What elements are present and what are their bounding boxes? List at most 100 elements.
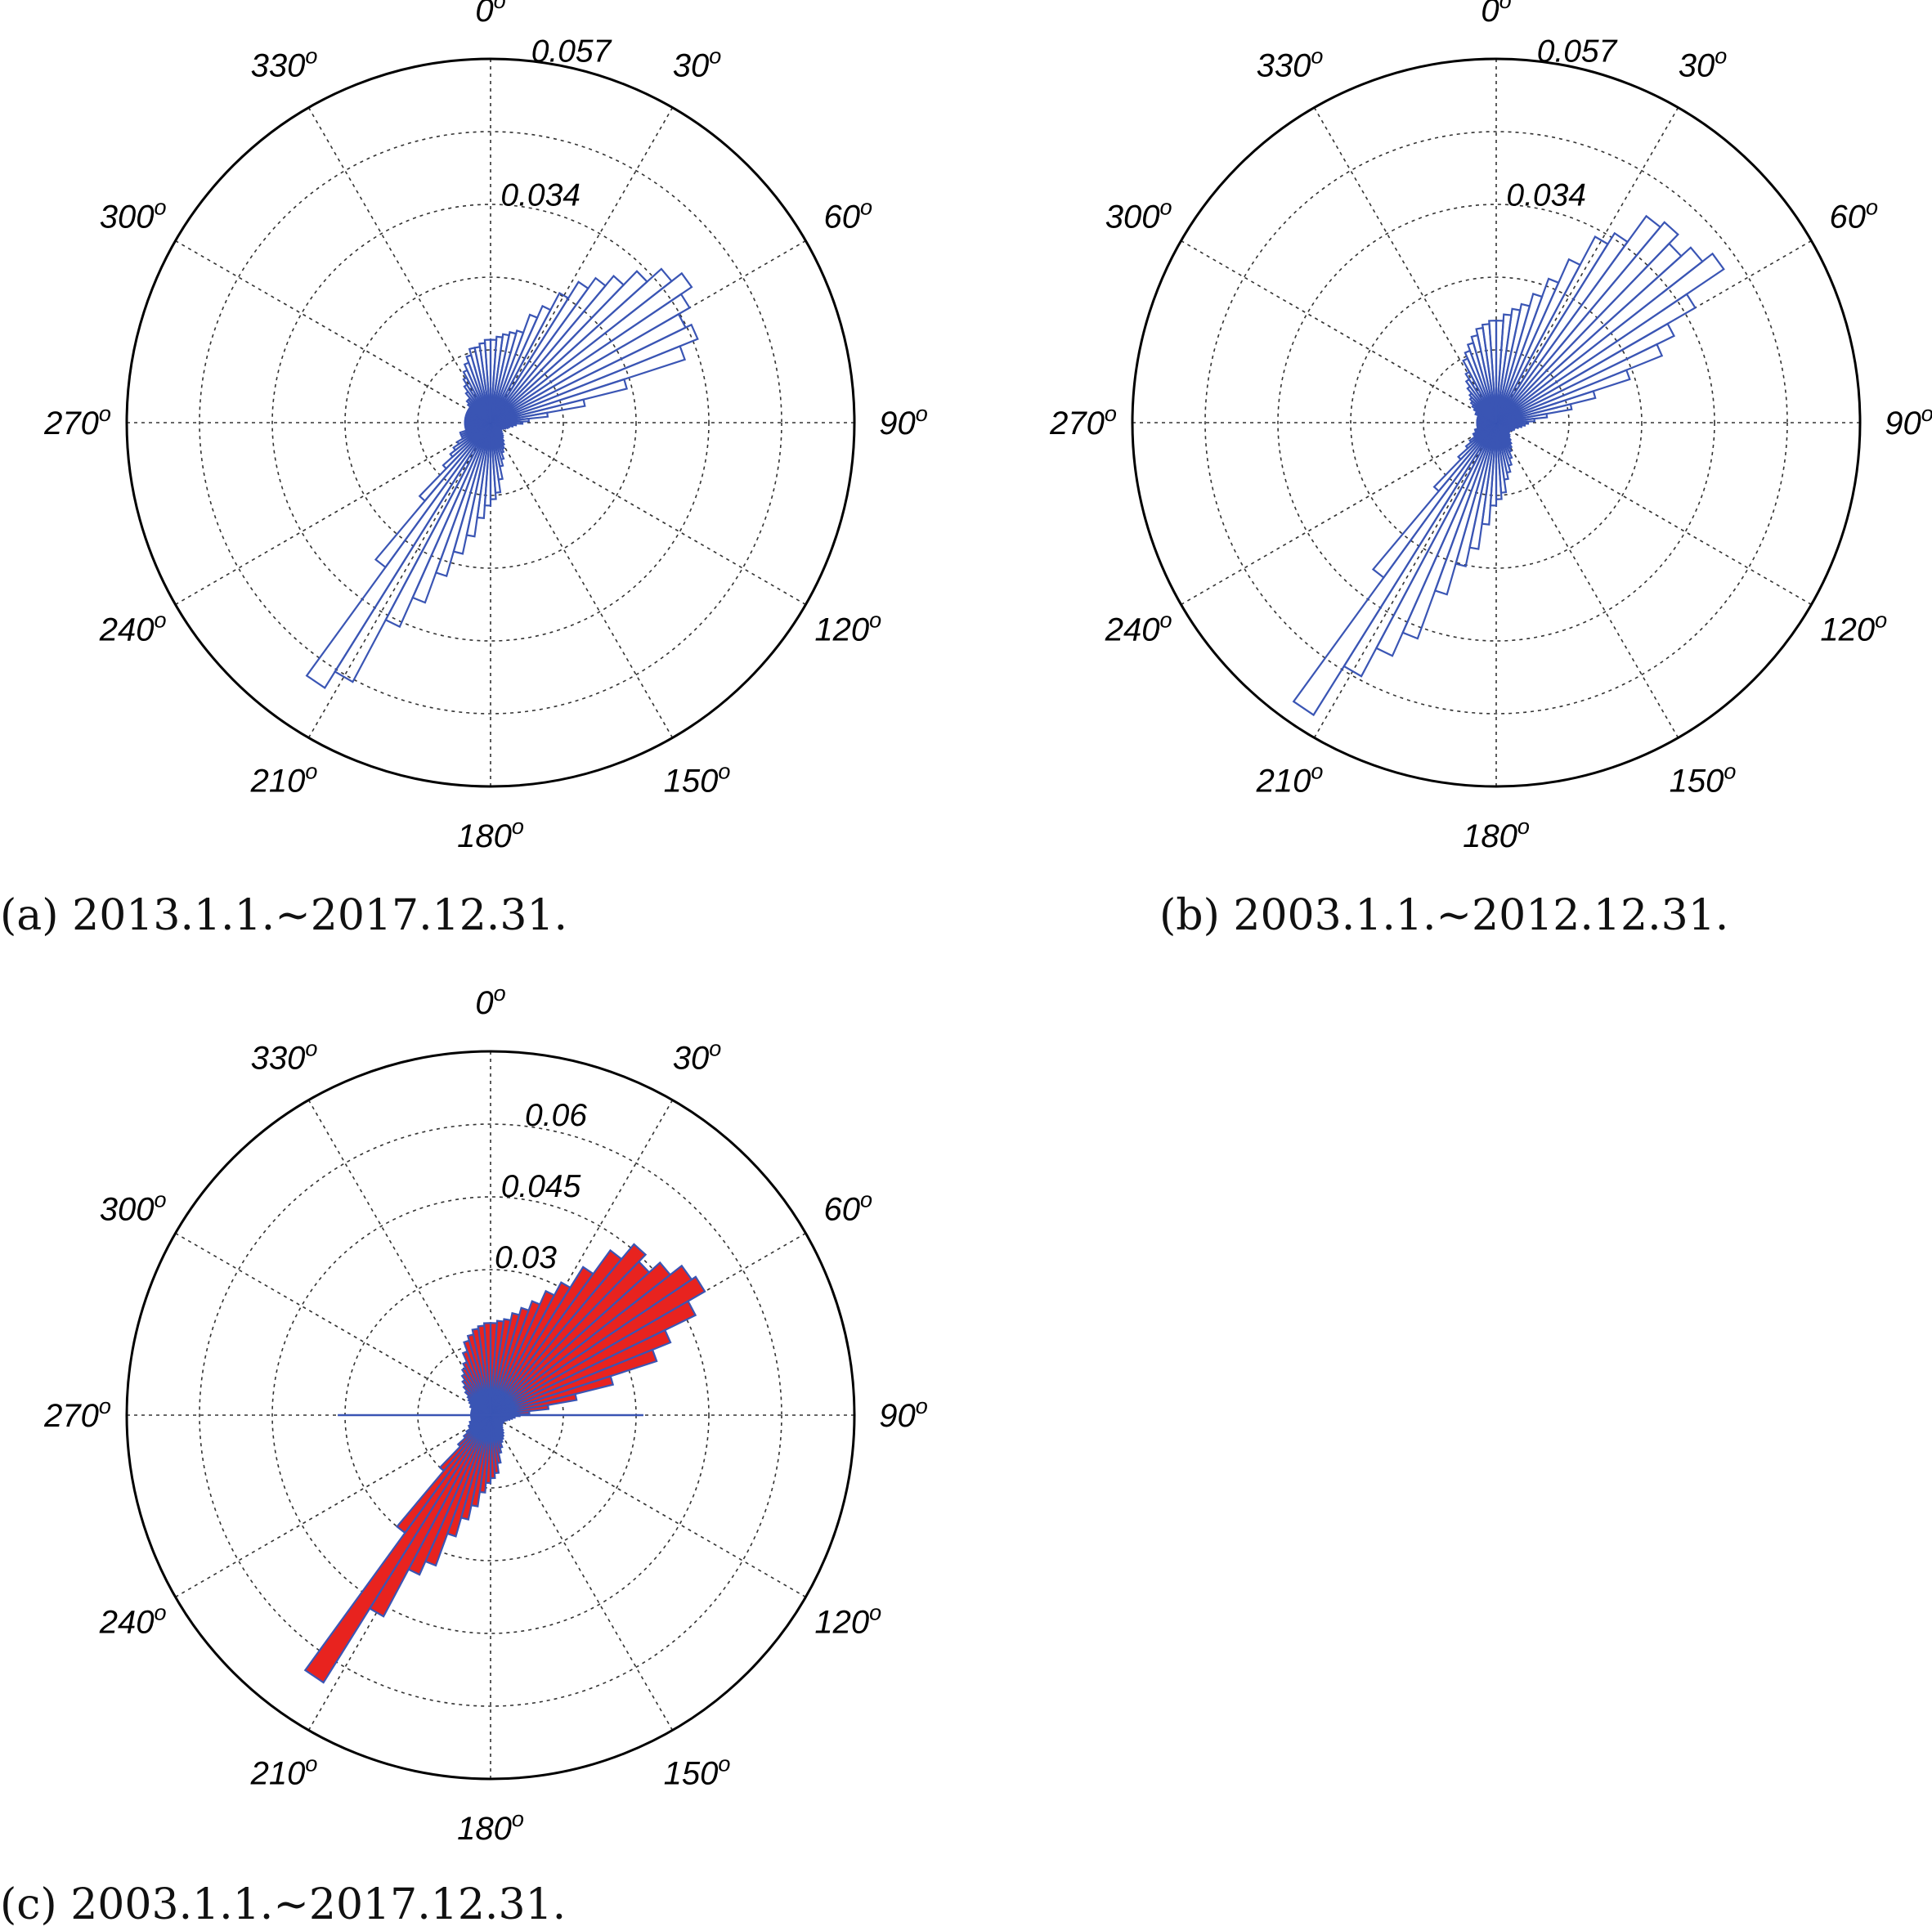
degree-symbol: o <box>494 981 506 1006</box>
degree-symbol: o <box>305 759 317 783</box>
degree-symbol: o <box>1724 759 1736 783</box>
histogram-bars <box>1292 214 1725 717</box>
grid-ring <box>1204 131 1788 715</box>
grid-ring <box>1423 349 1570 496</box>
angle-label: 180o <box>457 1807 524 1847</box>
angle-label: 330o <box>251 1037 318 1077</box>
outer-circle <box>125 1050 856 1781</box>
angle-label: 150o <box>664 1751 731 1791</box>
degree-symbol: o <box>1311 44 1323 69</box>
degree-symbol: o <box>305 1751 317 1776</box>
degree-symbol: o <box>305 1037 317 1061</box>
degree-symbol: o <box>1866 195 1878 220</box>
angle-label: 240o <box>99 1601 167 1641</box>
grid-ring <box>1350 276 1643 569</box>
angle-label: 210o <box>1256 759 1324 799</box>
grid-spoke <box>490 107 674 423</box>
histogram-bar <box>1371 422 1497 580</box>
angle-label: 270o <box>43 401 111 441</box>
radial-tick-label: 0.045 <box>501 1169 581 1204</box>
grid-spoke <box>175 1232 491 1416</box>
degree-symbol: o <box>99 401 111 426</box>
grid-ring <box>417 349 564 496</box>
angle-label: 90o <box>1885 401 1932 441</box>
angle-label: 120o <box>1820 608 1887 648</box>
histogram-bar <box>1488 319 1498 423</box>
grid-spoke <box>1313 107 1497 423</box>
degree-symbol: o <box>305 44 317 69</box>
polar-chart-c: 0o 30o 60o 90o 120o 150o 180o 210o 240o 270o 300o 3… <box>43 981 928 1847</box>
angle-label: 30o <box>673 44 722 84</box>
angle-label: 300o <box>100 1188 167 1228</box>
degree-symbol: o <box>99 1394 111 1418</box>
degree-symbol: o <box>1160 608 1172 633</box>
grid-spoke <box>307 422 491 738</box>
angle-label: 180o <box>1463 814 1530 854</box>
degree-symbol: o <box>718 759 730 783</box>
degree-symbol: o <box>1499 0 1512 13</box>
grid-ring <box>271 1196 710 1634</box>
angle-label: 180o <box>457 814 524 854</box>
angle-label: 30o <box>673 1037 722 1077</box>
degree-symbol: o <box>155 1188 167 1212</box>
grid-spoke <box>307 1100 491 1416</box>
angle-label: 120o <box>814 608 881 648</box>
caption-b: (b) 2003.1.1.~2012.12.31. <box>1159 891 1729 940</box>
degree-symbol: o <box>1160 195 1172 220</box>
histogram-bar <box>1292 422 1497 717</box>
grid-spoke <box>490 422 674 738</box>
radial-tick-label: 0.034 <box>500 177 580 213</box>
angle-label: 0o <box>475 0 505 29</box>
angle-label: 330o <box>251 44 318 84</box>
angle-label: 60o <box>824 195 873 235</box>
angle-label: 90o <box>879 401 928 441</box>
grid-spoke <box>175 1414 491 1598</box>
polar-grid <box>1132 59 1860 786</box>
degree-symbol: o <box>512 1807 524 1831</box>
angle-label: 240o <box>99 608 167 648</box>
grid-spoke <box>1495 422 1812 606</box>
histogram-bar <box>1495 214 1662 423</box>
histogram-bar <box>303 1414 491 1684</box>
histogram-bar <box>305 422 491 689</box>
grid-spoke <box>175 240 491 423</box>
angle-label: 330o <box>1257 44 1324 84</box>
angle-label: 210o <box>250 759 318 799</box>
grid-spoke <box>490 1414 674 1731</box>
degree-symbol: o <box>1875 608 1887 633</box>
histogram-bars <box>303 1243 706 1684</box>
grid-ring <box>271 204 710 642</box>
degree-symbol: o <box>155 608 167 633</box>
grid-spoke <box>1181 422 1497 606</box>
degree-symbol: o <box>155 1601 167 1625</box>
degree-symbol: o <box>1311 759 1323 783</box>
degree-symbol: o <box>869 608 881 633</box>
grid-spoke <box>1495 107 1679 423</box>
degree-symbol: o <box>1517 814 1530 839</box>
histogram-bar <box>490 293 691 423</box>
radial-tick-label: 0.057 <box>1537 34 1618 69</box>
degree-symbol: o <box>860 195 872 220</box>
radial-tick-label: 0.03 <box>495 1240 557 1275</box>
degree-symbol: o <box>155 195 167 220</box>
degree-symbol: o <box>1105 401 1117 426</box>
angle-label: 150o <box>1670 759 1737 799</box>
angle-label: 270o <box>43 1394 111 1434</box>
degree-symbol: o <box>709 44 721 69</box>
grid-ring <box>344 276 637 569</box>
angle-label: 120o <box>814 1601 881 1641</box>
histogram-bar <box>490 270 649 423</box>
degree-symbol: o <box>494 0 506 13</box>
histogram-bar <box>482 1322 492 1416</box>
angle-label: 270o <box>1049 401 1117 441</box>
polar-chart-a: 0o 30o 60o 90o 120o 150o 180o 210o 240o 270o 300o 3… <box>43 0 928 854</box>
radial-tick-label: 0.06 <box>525 1098 587 1133</box>
angle-label: 60o <box>1830 195 1879 235</box>
degree-symbol: o <box>1921 401 1932 426</box>
degree-symbol: o <box>709 1037 721 1061</box>
caption-c: (c) 2003.1.1.~2017.12.31. <box>0 1880 567 1929</box>
radial-tick-label: 0.057 <box>531 34 612 69</box>
degree-symbol: o <box>718 1751 730 1776</box>
grid-ring <box>199 1123 782 1707</box>
grid-spoke <box>175 422 491 606</box>
